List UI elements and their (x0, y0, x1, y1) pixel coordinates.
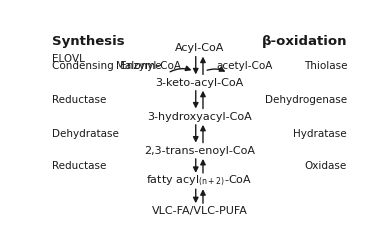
FancyArrowPatch shape (207, 67, 224, 71)
Text: Malonyl-CoA: Malonyl-CoA (116, 61, 180, 71)
Text: fatty acyl$_{\rm (n+2)}$-CoA: fatty acyl$_{\rm (n+2)}$-CoA (146, 174, 252, 188)
Text: ELOVL: ELOVL (52, 54, 84, 64)
Text: VLC-FA/VLC-PUFA: VLC-FA/VLC-PUFA (151, 206, 247, 216)
Text: Dehydratase: Dehydratase (52, 129, 119, 139)
Text: 3-keto-acyl-CoA: 3-keto-acyl-CoA (155, 77, 244, 88)
Text: Dehydrogenase: Dehydrogenase (265, 95, 347, 105)
FancyArrowPatch shape (170, 66, 190, 72)
Text: Reductase: Reductase (52, 95, 106, 105)
Text: β-oxidation: β-oxidation (261, 35, 347, 48)
Text: acetyl-CoA: acetyl-CoA (216, 61, 273, 71)
Text: Synthesis: Synthesis (52, 35, 124, 48)
Text: Acyl-CoA: Acyl-CoA (175, 44, 224, 53)
Text: Condensing  Enzyme: Condensing Enzyme (52, 62, 161, 71)
Text: 2,3-trans-enoyl-CoA: 2,3-trans-enoyl-CoA (144, 146, 255, 156)
Text: 3-hydroxyacyl-CoA: 3-hydroxyacyl-CoA (147, 112, 252, 122)
Text: Oxidase: Oxidase (305, 161, 347, 171)
Text: Reductase: Reductase (52, 161, 106, 171)
Text: Thiolase: Thiolase (303, 61, 347, 71)
Text: Hydratase: Hydratase (293, 129, 347, 139)
